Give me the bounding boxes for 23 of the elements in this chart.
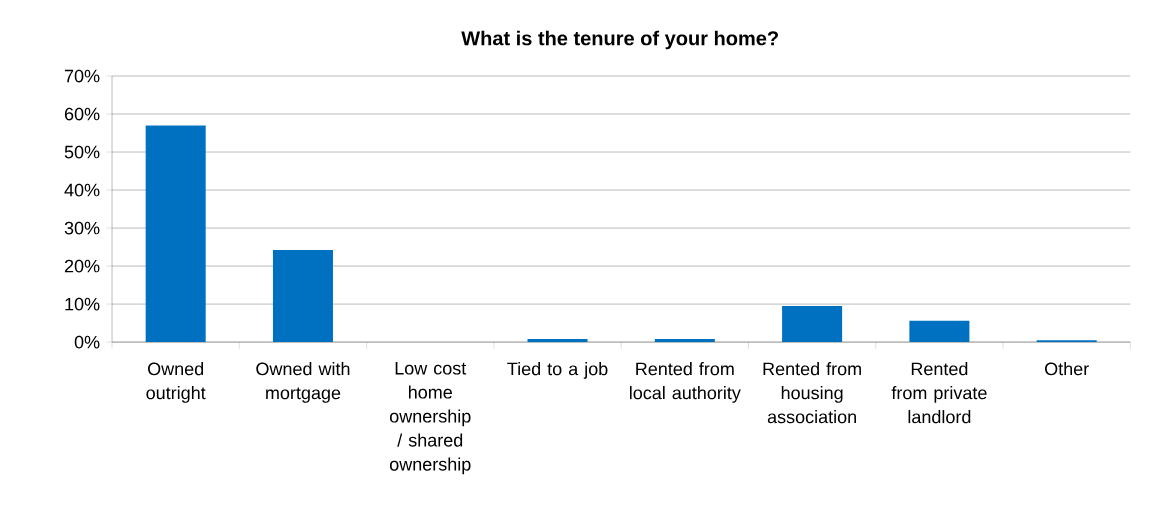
bar bbox=[145, 125, 206, 343]
bar bbox=[909, 320, 970, 343]
x-tick-label: Rented from housing association bbox=[763, 361, 861, 424]
chart-title: What is the tenure of your home? bbox=[461, 30, 778, 50]
bar bbox=[654, 338, 715, 343]
y-tick-label: 60% bbox=[64, 107, 100, 121]
x-tick-label: Rented from local authority bbox=[629, 361, 741, 403]
y-tick-label: 30% bbox=[64, 221, 100, 235]
bar bbox=[527, 338, 588, 343]
x-tick-label: Low cost home ownership / shared ownership bbox=[389, 361, 471, 475]
x-tick-label: Owned with mortgage bbox=[256, 361, 350, 403]
x-tick-label: Owned outright bbox=[146, 361, 206, 403]
x-tick-label: Other bbox=[1045, 361, 1089, 376]
y-tick-label: 20% bbox=[64, 259, 100, 273]
x-tick-label: Tied to a job bbox=[507, 361, 608, 379]
bar bbox=[782, 305, 843, 343]
y-tick-label: 40% bbox=[64, 183, 100, 197]
x-tick-label: Rented from private landlord bbox=[891, 361, 987, 424]
y-tick-label: 10% bbox=[65, 297, 100, 311]
y-tick-label: 70% bbox=[64, 69, 100, 83]
y-tick-label: 0% bbox=[74, 335, 100, 349]
y-tick-label: 50% bbox=[64, 145, 100, 159]
bar bbox=[272, 250, 333, 343]
